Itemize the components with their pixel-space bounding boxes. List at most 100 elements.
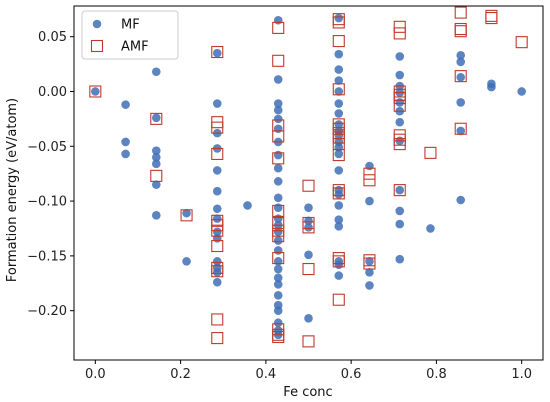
mf-point xyxy=(121,100,130,109)
mf-point xyxy=(273,75,283,84)
mf-point xyxy=(273,236,283,245)
amf-point xyxy=(272,252,285,265)
amf-point xyxy=(393,20,406,33)
mf-point xyxy=(334,99,344,108)
mf-point xyxy=(273,15,283,25)
mf-point xyxy=(365,268,374,277)
amf-point xyxy=(485,12,498,25)
amf-point xyxy=(272,130,285,143)
mf-point xyxy=(121,149,130,159)
mf-point xyxy=(91,87,100,96)
mf-point xyxy=(334,201,344,210)
mf-point xyxy=(334,260,344,269)
x-tick-label: 0.0 xyxy=(85,367,106,382)
amf-point xyxy=(150,169,163,182)
mf-point xyxy=(151,159,161,169)
amf-point xyxy=(180,209,193,222)
mf-point xyxy=(121,137,130,147)
amf-point xyxy=(302,221,315,234)
mf-point xyxy=(151,146,161,155)
mf-point xyxy=(151,211,161,220)
mf-point xyxy=(334,215,344,225)
amf-point xyxy=(393,27,406,40)
mf-point xyxy=(334,120,344,129)
mf-point xyxy=(334,271,344,280)
mf-point xyxy=(365,281,374,290)
mf-point xyxy=(212,234,222,243)
x-tick-label: 1.0 xyxy=(511,367,532,382)
mf-point xyxy=(273,150,283,160)
mf-point xyxy=(334,87,344,96)
mf-point xyxy=(456,51,466,60)
amf-point xyxy=(454,122,467,135)
mf-point xyxy=(273,203,283,212)
amf-point xyxy=(393,92,406,105)
amf-point xyxy=(332,83,345,96)
legend-amf-marker xyxy=(90,39,104,53)
y-tick-label: −0.20 xyxy=(27,304,67,319)
mf-point xyxy=(212,227,222,237)
mf-point xyxy=(151,152,161,162)
amf-point xyxy=(363,167,376,180)
legend-mf-label: MF xyxy=(121,18,140,33)
mf-point xyxy=(395,185,405,195)
mf-point xyxy=(273,105,283,115)
mf-point xyxy=(212,166,222,175)
y-tick-label: −0.05 xyxy=(27,140,67,155)
mf-point xyxy=(273,318,283,328)
amf-point xyxy=(272,21,285,34)
amf-point xyxy=(272,230,285,243)
mf-point xyxy=(151,67,161,77)
amf-point xyxy=(332,35,345,48)
mf-point xyxy=(456,72,466,82)
mf-point xyxy=(212,268,222,277)
mf-point xyxy=(212,99,222,108)
mf-point xyxy=(273,306,283,315)
mf-point xyxy=(334,166,344,175)
mf-point xyxy=(304,250,313,260)
plot-frame xyxy=(73,5,544,361)
mf-point xyxy=(456,57,466,67)
legend-box xyxy=(81,10,179,60)
amf-point xyxy=(211,332,224,345)
mf-point xyxy=(273,273,283,283)
amf-point xyxy=(332,149,345,162)
y-tick-label: 0.00 xyxy=(38,85,67,100)
amf-point xyxy=(393,138,406,151)
mf-point xyxy=(334,131,344,140)
mf-point xyxy=(273,246,283,255)
x-tick-label: 0.8 xyxy=(426,367,447,382)
amf-point xyxy=(272,216,285,230)
mf-point xyxy=(487,82,496,92)
mf-point xyxy=(426,224,435,233)
y-tick-label: −0.10 xyxy=(27,195,67,210)
mf-point xyxy=(395,52,405,61)
x-tick-label: 0.6 xyxy=(341,367,362,382)
x-tick-label: 0.4 xyxy=(256,367,277,382)
y-tick-label: −0.15 xyxy=(27,249,67,264)
amf-point xyxy=(272,204,285,217)
mf-point xyxy=(334,190,344,199)
amf-point xyxy=(89,85,102,98)
legend: MF AMF xyxy=(81,10,179,60)
mf-point xyxy=(151,180,161,189)
mf-point xyxy=(395,70,405,80)
mf-point xyxy=(395,219,405,229)
mf-point xyxy=(334,65,344,74)
mf-point xyxy=(212,186,222,196)
amf-point xyxy=(424,146,437,159)
amf-point xyxy=(332,293,345,306)
amf-point xyxy=(454,25,467,38)
mf-point xyxy=(517,87,526,96)
mf-point xyxy=(273,114,283,124)
mf-point xyxy=(456,126,466,136)
mf-point xyxy=(273,227,283,237)
mf-point xyxy=(243,201,252,210)
mf-point xyxy=(212,277,222,287)
mf-point xyxy=(395,117,405,127)
mf-point xyxy=(395,254,405,264)
mf-point xyxy=(273,291,283,300)
x-tick-label: 0.2 xyxy=(170,367,191,382)
mf-point xyxy=(273,163,283,173)
